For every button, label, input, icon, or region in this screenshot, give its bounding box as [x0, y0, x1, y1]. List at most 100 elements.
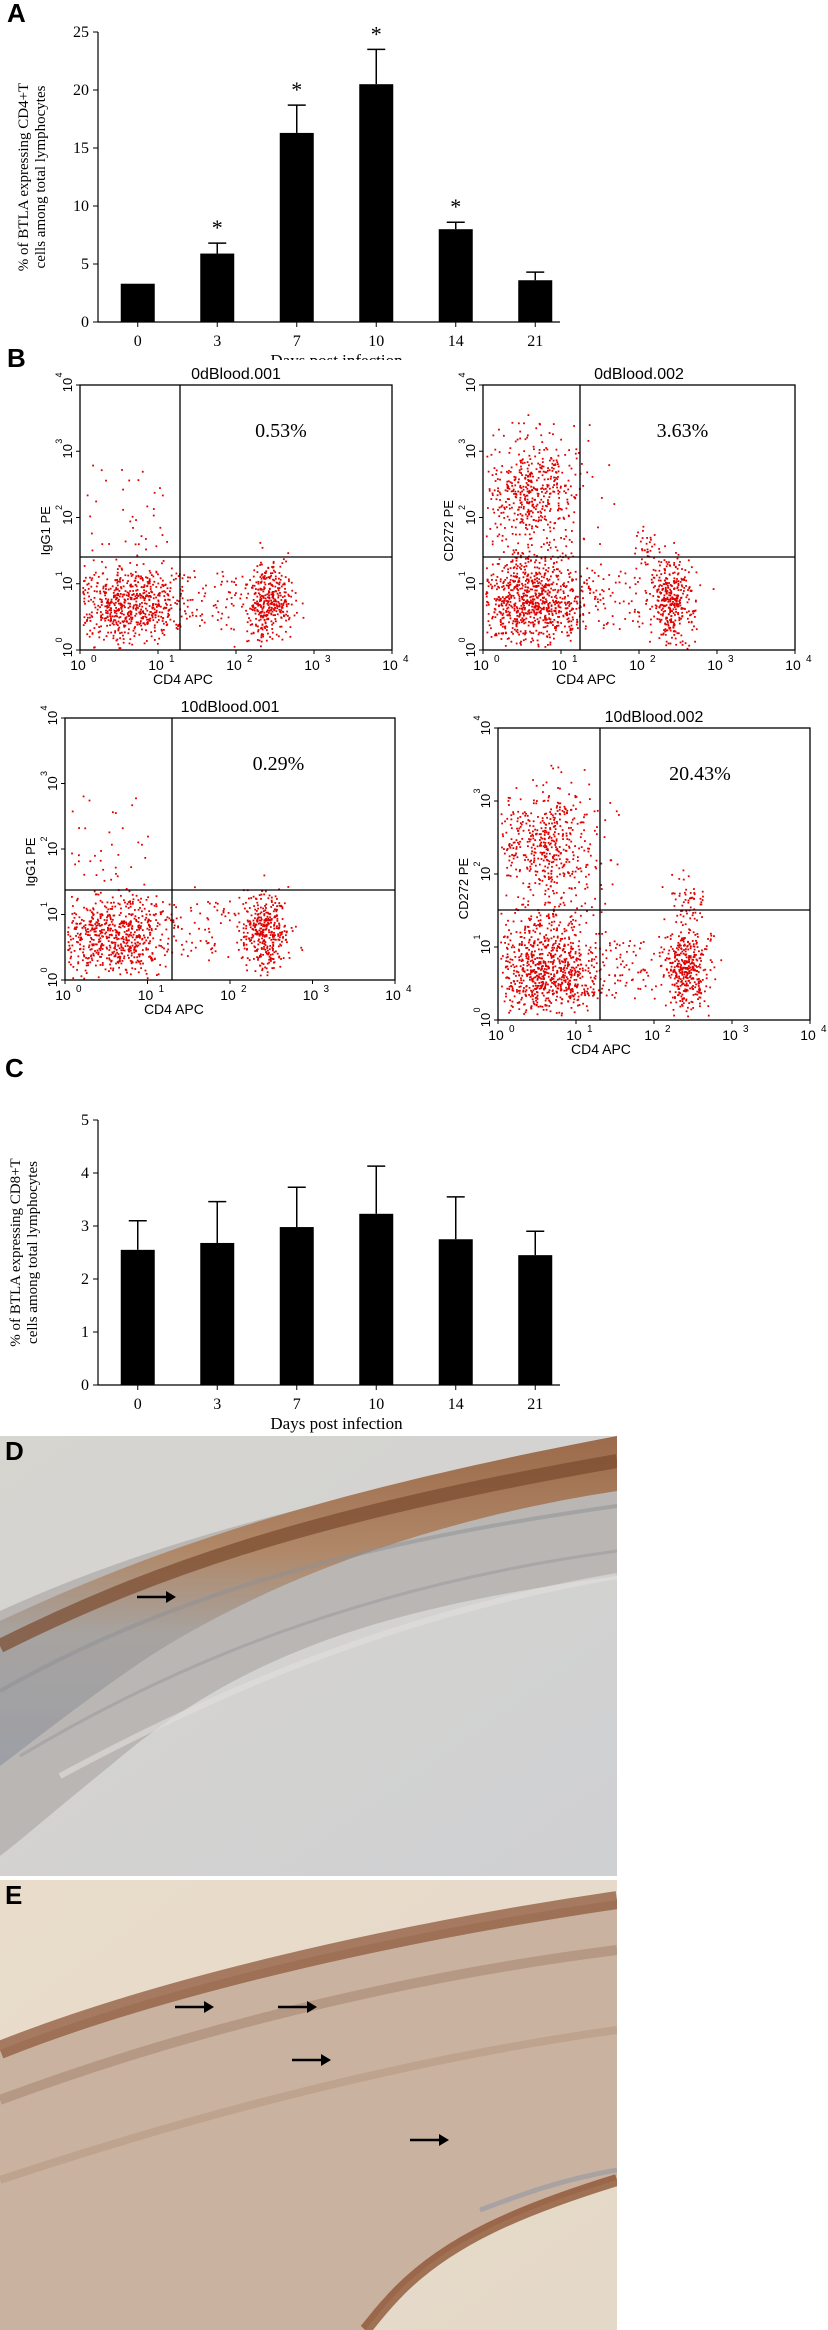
flow-dot: [128, 479, 131, 482]
flow-dot: [574, 497, 577, 500]
flow-dot: [135, 600, 138, 603]
flow-dot: [550, 558, 552, 560]
flow-dot: [538, 501, 541, 504]
flow-dot: [271, 572, 274, 575]
flow-dot: [573, 978, 576, 981]
flow-dot: [588, 577, 591, 579]
flow-dot: [527, 958, 530, 960]
flow-dot: [126, 903, 129, 905]
flow-dot: [662, 604, 665, 607]
flow-dot: [261, 546, 264, 549]
flow-dot: [122, 940, 125, 943]
flow-dot: [129, 616, 132, 619]
flow-dot: [89, 909, 92, 912]
flow-dot: [154, 603, 157, 606]
flow-dot: [96, 924, 99, 927]
flow-dot: [522, 485, 525, 488]
flow-dot: [251, 928, 254, 931]
flow-dot: [549, 636, 551, 639]
x-tick-label: 10: [304, 657, 320, 673]
flow-dot: [550, 608, 553, 611]
flow-dot: [119, 602, 122, 605]
flow-dot: [664, 605, 667, 607]
flow-dot: [567, 479, 570, 482]
flow-dot: [117, 609, 119, 612]
flow-dot: [560, 622, 563, 624]
flow-dot: [568, 979, 571, 982]
flow-dot: [522, 552, 525, 555]
flow-dot: [135, 944, 138, 947]
flow-dot: [164, 583, 167, 586]
flow-dot: [545, 608, 548, 611]
flow-dot: [530, 481, 533, 484]
flow-dot: [520, 568, 522, 570]
flow-dot: [566, 964, 569, 967]
flow-dot: [523, 602, 525, 604]
flow-dot: [567, 943, 570, 946]
flow-dot: [535, 427, 538, 430]
flow-dot: [84, 927, 87, 929]
flow-dot: [518, 633, 520, 636]
flow-dot: [72, 920, 75, 922]
flow-dot: [646, 548, 649, 551]
flow-dot: [82, 624, 85, 627]
flow-dot: [548, 584, 551, 587]
flow-dot: [660, 633, 663, 636]
flow-dot: [105, 609, 107, 612]
flow-dot: [186, 580, 189, 583]
flow-dot: [558, 611, 560, 614]
flow-dot: [203, 595, 206, 598]
flow-dot: [182, 948, 185, 951]
flow-dot: [129, 959, 132, 962]
flow-dot: [257, 943, 260, 946]
flow-dot: [137, 899, 140, 902]
flow-dot: [518, 974, 521, 977]
flow-dot: [545, 968, 548, 971]
flow-dot: [539, 960, 542, 963]
flow-dot: [603, 624, 605, 627]
flow-dot: [83, 977, 86, 980]
flow-dot: [618, 575, 620, 578]
flow-dot: [553, 618, 556, 621]
flow-dot: [681, 585, 684, 588]
flow-dot: [554, 588, 557, 591]
flow-dot: [500, 604, 503, 607]
flow-dot: [105, 591, 107, 594]
flow-dot: [494, 634, 496, 637]
flow-dot: [500, 638, 503, 640]
flow-dot: [670, 592, 673, 595]
flow-dot: [528, 523, 531, 526]
flow-dot: [675, 608, 677, 611]
flow-dot: [605, 623, 608, 625]
flow-dot: [115, 931, 118, 934]
flow-dot: [666, 617, 669, 619]
flow-dot: [518, 615, 521, 618]
flow-dot: [125, 969, 128, 972]
flow-dot: [671, 983, 674, 986]
flow-dot: [676, 632, 679, 635]
flow-dot: [523, 1013, 526, 1015]
flow-dot: [675, 581, 678, 584]
flow-dot: [161, 620, 164, 622]
flow-dot: [136, 956, 139, 959]
flow-dot: [506, 480, 509, 483]
flow-dot: [559, 985, 562, 988]
flow-dot: [504, 578, 507, 581]
flow-dot: [533, 1003, 536, 1006]
flow-dot: [547, 467, 549, 470]
flow-dot: [274, 590, 277, 592]
flow-dot: [673, 602, 676, 605]
flow-dot: [268, 955, 271, 958]
flow-dot: [118, 914, 121, 917]
flow-dot: [583, 990, 586, 993]
flow-dot: [278, 904, 281, 907]
flow-dot: [572, 994, 575, 997]
flow-dot: [100, 604, 103, 606]
flow-dot: [259, 593, 261, 596]
flow-dot: [172, 921, 175, 924]
flow-dot: [133, 627, 136, 630]
flow-dot: [581, 984, 584, 987]
flow-dot: [557, 987, 560, 990]
flow-dot: [284, 587, 286, 590]
flow-dot: [546, 484, 549, 486]
